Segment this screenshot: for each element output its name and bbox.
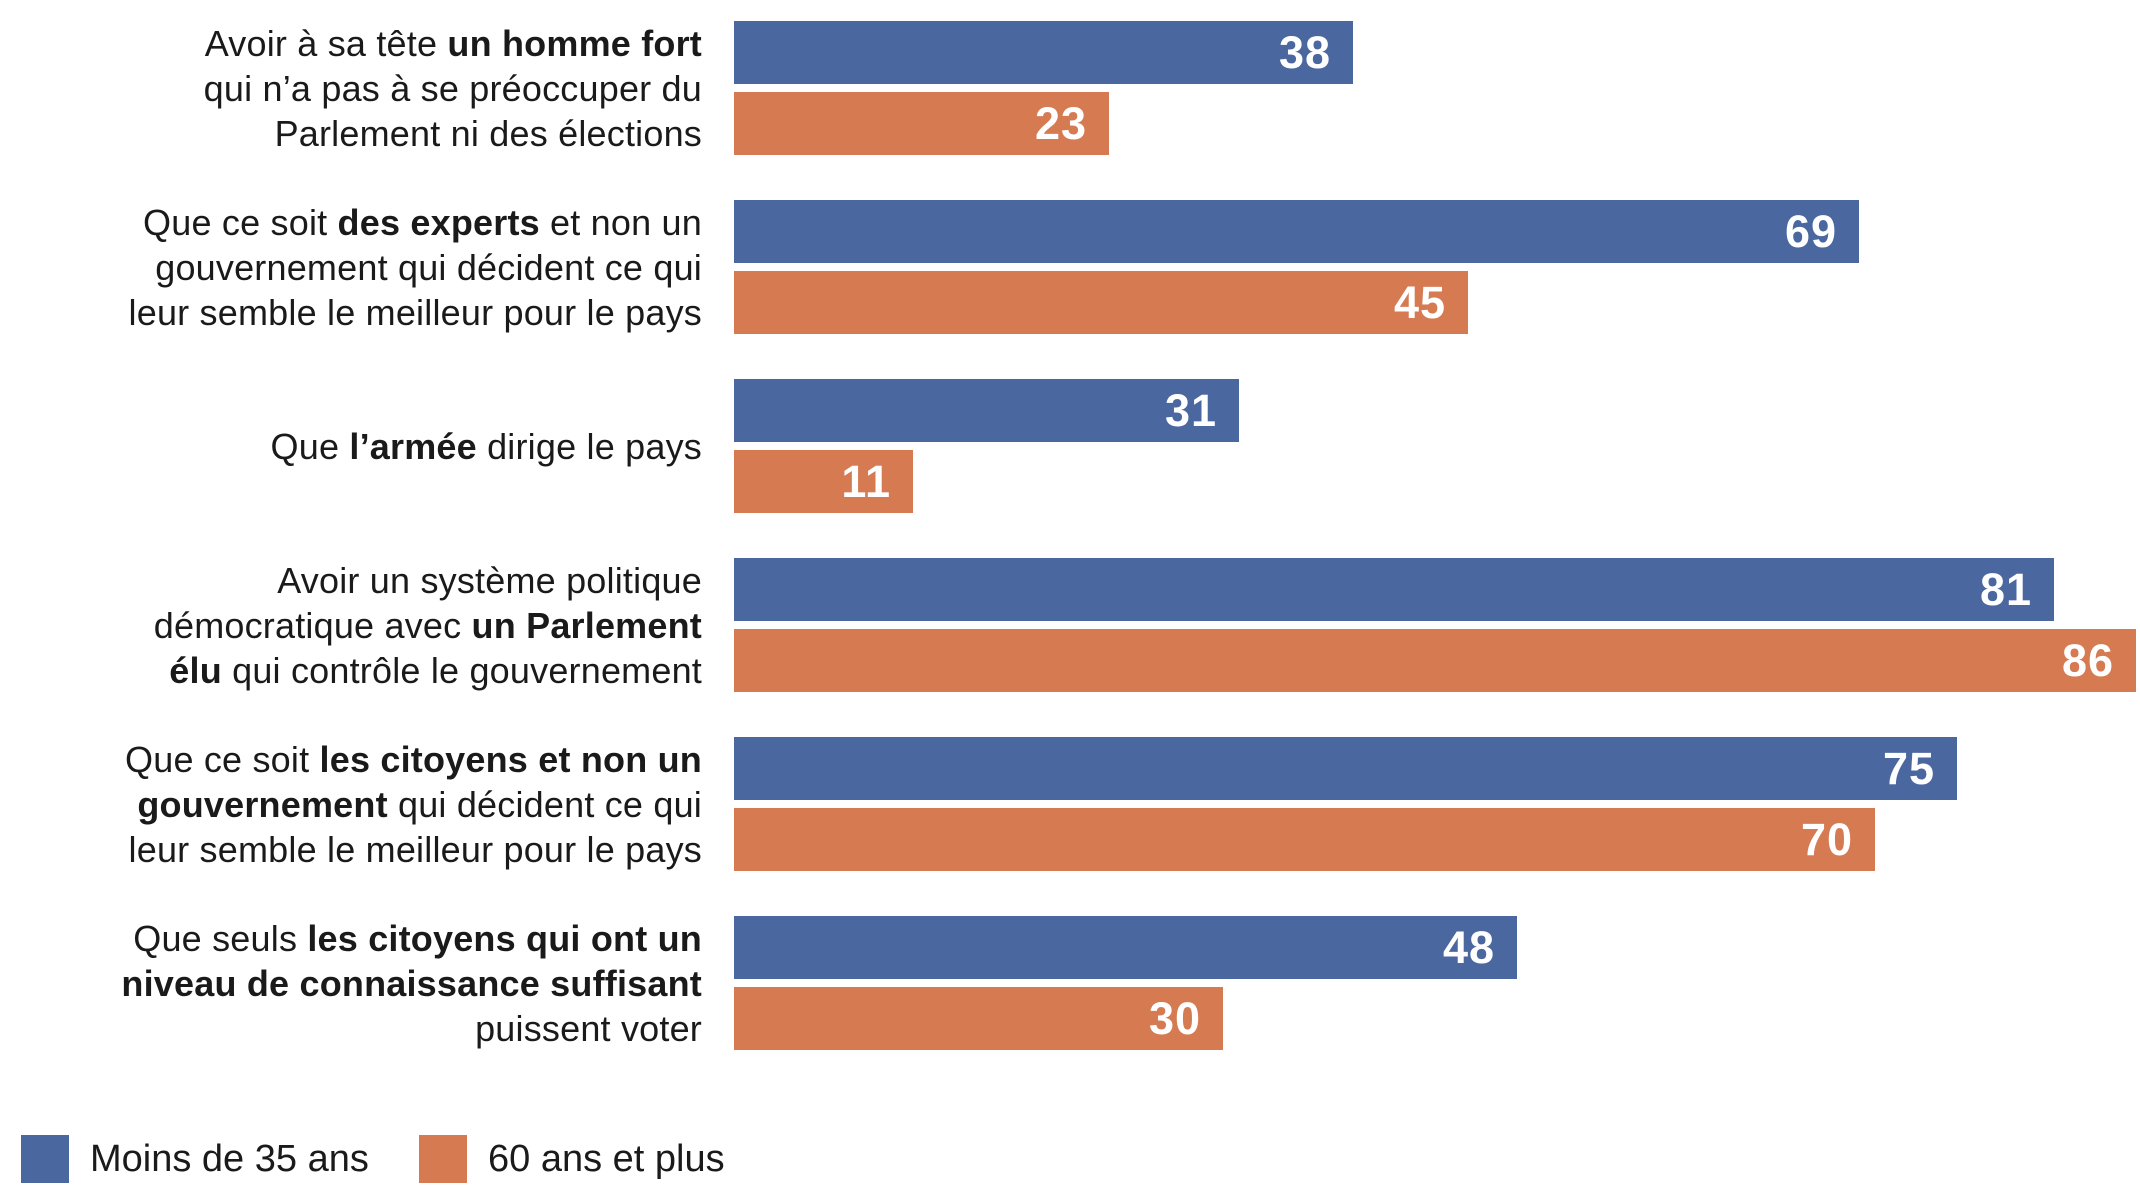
label-segment: qui contrôle le gouvernement xyxy=(221,649,702,691)
category-label-line: gouvernement qui décident ce qui xyxy=(10,782,702,827)
bar-value-label: 31 xyxy=(1164,384,1217,436)
category-row: Que seuls les citoyens qui ont un niveau … xyxy=(0,916,2140,1050)
label-segment: dirige le pays xyxy=(476,425,702,467)
legend-item: 60 ans et plus xyxy=(419,1135,725,1183)
bar-value-label: 86 xyxy=(2061,634,2114,686)
legend: Moins de 35 ans 60 ans et plus xyxy=(0,1135,2140,1183)
bar-group: 48 30 xyxy=(734,916,2140,1050)
label-segment-bold: niveau de connaissance suffisant xyxy=(121,962,702,1004)
legend-swatch xyxy=(21,1135,69,1183)
bar-value-label: 70 xyxy=(1800,813,1853,865)
category-label-line: qui n’a pas à se préoccuper du xyxy=(10,66,702,111)
category-row: Que ce soit les citoyens et non un gouver… xyxy=(0,737,2140,871)
bar-moins-de-35-ans: 48 xyxy=(734,916,1517,979)
bar-value-label: 23 xyxy=(1034,97,1087,149)
bar-moins-de-35-ans: 75 xyxy=(734,737,1957,800)
label-segment: Que ce soit xyxy=(125,738,320,780)
label-segment: démocratique avec xyxy=(153,604,472,646)
label-segment: leur semble le meilleur pour le pays xyxy=(128,828,702,870)
category-row: Que l’armée dirige le pays 31 11 xyxy=(0,379,2140,513)
category-label-line: Que ce soit des experts et non un xyxy=(10,200,702,245)
bar-group: 69 45 xyxy=(734,200,2140,334)
category-label-line: Avoir à sa tête un homme fort xyxy=(10,21,702,66)
label-segment: et non un xyxy=(539,201,702,243)
label-segment-bold: élu xyxy=(169,649,222,691)
category-label-line: niveau de connaissance suffisant xyxy=(10,961,702,1006)
bar-group: 31 11 xyxy=(734,379,2140,513)
label-segment-bold: un homme fort xyxy=(447,22,702,64)
bar-60-ans-et-plus: 45 xyxy=(734,271,1468,334)
category-label: Que ce soit des experts et non un gouvern… xyxy=(10,200,702,335)
bar-60-ans-et-plus: 11 xyxy=(734,450,913,513)
bar-value-label: 69 xyxy=(1784,205,1837,257)
bar-value-label: 38 xyxy=(1278,26,1331,78)
bar-value-label: 30 xyxy=(1148,992,1201,1044)
bar-value-label: 48 xyxy=(1442,921,1495,973)
bar-value-label: 11 xyxy=(841,455,891,507)
bar-moins-de-35-ans: 31 xyxy=(734,379,1239,442)
category-label-line: élu qui contrôle le gouvernement xyxy=(10,648,702,693)
category-row: Avoir à sa tête un homme fort qui n’a pas… xyxy=(0,21,2140,155)
legend-label: 60 ans et plus xyxy=(488,1137,725,1180)
category-label: Que ce soit les citoyens et non un gouver… xyxy=(10,737,702,872)
label-segment: Que xyxy=(270,425,350,467)
label-segment: leur semble le meilleur pour le pays xyxy=(128,291,702,333)
category-row: Avoir un système politique démocratique a… xyxy=(0,558,2140,692)
bar-group: 38 23 xyxy=(734,21,2140,155)
label-segment-bold: gouvernement xyxy=(137,783,388,825)
bar-value-label: 81 xyxy=(1979,563,2032,615)
label-segment: gouvernement qui décident ce qui xyxy=(155,246,702,288)
category-label-line: puissent voter xyxy=(10,1006,702,1051)
bar-60-ans-et-plus: 70 xyxy=(734,808,1875,871)
category-label-line: leur semble le meilleur pour le pays xyxy=(10,827,702,872)
label-segment-bold: les citoyens et non un xyxy=(319,738,702,780)
bar-moins-de-35-ans: 81 xyxy=(734,558,2054,621)
category-label-line: Parlement ni des élections xyxy=(10,111,702,156)
bar-60-ans-et-plus: 23 xyxy=(734,92,1109,155)
category-label-line: Que l’armée dirige le pays xyxy=(10,424,702,469)
label-segment: Que ce soit xyxy=(143,201,338,243)
category-row: Que ce soit des experts et non un gouvern… xyxy=(0,200,2140,334)
category-label-line: Que ce soit les citoyens et non un xyxy=(10,737,702,782)
label-segment: qui décident ce qui xyxy=(387,783,702,825)
category-label-line: leur semble le meilleur pour le pays xyxy=(10,290,702,335)
category-label: Avoir à sa tête un homme fort qui n’a pas… xyxy=(10,21,702,156)
bar-value-label: 75 xyxy=(1882,742,1935,794)
bar-value-label: 45 xyxy=(1393,276,1446,328)
bar-moins-de-35-ans: 69 xyxy=(734,200,1859,263)
label-segment: Parlement ni des élections xyxy=(274,112,702,154)
bar-group: 75 70 xyxy=(734,737,2140,871)
label-segment: qui n’a pas à se préoccuper du xyxy=(203,67,702,109)
category-label: Que seuls les citoyens qui ont un niveau … xyxy=(10,916,702,1051)
label-segment: Que seuls xyxy=(133,917,308,959)
bar-moins-de-35-ans: 38 xyxy=(734,21,1353,84)
category-label-line: Que seuls les citoyens qui ont un xyxy=(10,916,702,961)
legend-swatch xyxy=(419,1135,467,1183)
label-segment-bold: des experts xyxy=(337,201,540,243)
label-segment: Avoir un système politique xyxy=(277,559,702,601)
category-label-line: gouvernement qui décident ce qui xyxy=(10,245,702,290)
bar-60-ans-et-plus: 86 xyxy=(734,629,2136,692)
category-label-line: Avoir un système politique xyxy=(10,558,702,603)
label-segment: Avoir à sa tête xyxy=(204,22,448,64)
category-label: Avoir un système politique démocratique a… xyxy=(10,558,702,693)
label-segment-bold: les citoyens qui ont un xyxy=(307,917,702,959)
category-label-line: démocratique avec un Parlement xyxy=(10,603,702,648)
legend-item: Moins de 35 ans xyxy=(21,1135,369,1183)
label-segment-bold: un Parlement xyxy=(471,604,702,646)
label-segment: puissent voter xyxy=(475,1007,702,1049)
label-segment-bold: l’armée xyxy=(349,425,477,467)
legend-label: Moins de 35 ans xyxy=(90,1137,369,1180)
category-label: Que l’armée dirige le pays xyxy=(10,424,702,469)
bar-60-ans-et-plus: 30 xyxy=(734,987,1223,1050)
bar-group: 81 86 xyxy=(734,558,2140,692)
